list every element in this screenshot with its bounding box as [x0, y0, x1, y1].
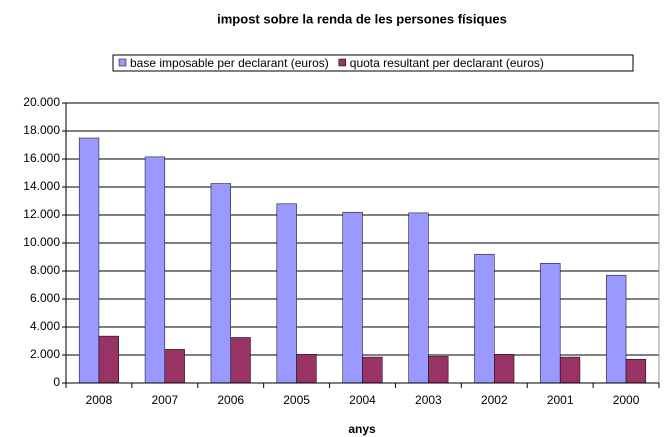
y-tick-label: 0 — [53, 375, 60, 389]
bar — [230, 337, 251, 384]
legend-swatch — [338, 58, 347, 67]
bar — [362, 356, 383, 384]
y-tick-label: 20.000 — [23, 95, 60, 109]
bar — [164, 349, 185, 384]
bar — [625, 358, 647, 384]
bar — [78, 137, 100, 384]
y-tick-label: 14.000 — [23, 179, 60, 193]
y-tick-label: 4.000 — [30, 319, 60, 333]
bar — [296, 354, 317, 384]
bar — [408, 212, 429, 384]
bar — [428, 356, 449, 384]
legend-swatch — [118, 58, 127, 67]
bar — [540, 263, 561, 384]
bar — [342, 211, 363, 384]
x-tick-label: 2008 — [86, 393, 113, 407]
chart-title: impost sobre la renda de les persones fí… — [217, 11, 507, 26]
bar — [144, 156, 166, 384]
legend-label: base imposable per declarant (euros) — [130, 56, 329, 70]
bar — [98, 335, 119, 384]
bar — [559, 356, 581, 384]
y-tick-label: 2.000 — [30, 347, 60, 361]
x-tick-label: 2007 — [151, 393, 178, 407]
x-tick-label: 2006 — [217, 393, 244, 407]
bar — [210, 183, 231, 384]
y-tick-label: 12.000 — [23, 207, 60, 221]
legend-label: quota resultant per declarant (euros) — [350, 56, 544, 70]
y-tick-label: 8.000 — [30, 263, 60, 277]
x-axis-title: anys — [348, 422, 376, 436]
bar — [606, 274, 627, 384]
legend-box — [112, 54, 634, 72]
y-tick-label: 16.000 — [23, 151, 60, 165]
x-tick-label: 2003 — [415, 393, 442, 407]
x-tick-label: 2001 — [547, 393, 574, 407]
x-tick-label: 2004 — [349, 393, 376, 407]
bar — [494, 354, 515, 384]
y-tick-label: 18.000 — [23, 123, 60, 137]
x-tick-label: 2005 — [283, 393, 310, 407]
y-tick-label: 10.000 — [23, 235, 60, 249]
y-tick-label: 6.000 — [30, 291, 60, 305]
x-tick-label: 2002 — [481, 393, 508, 407]
bar — [474, 253, 495, 384]
x-tick-label: 2000 — [613, 393, 640, 407]
bar — [276, 203, 297, 384]
